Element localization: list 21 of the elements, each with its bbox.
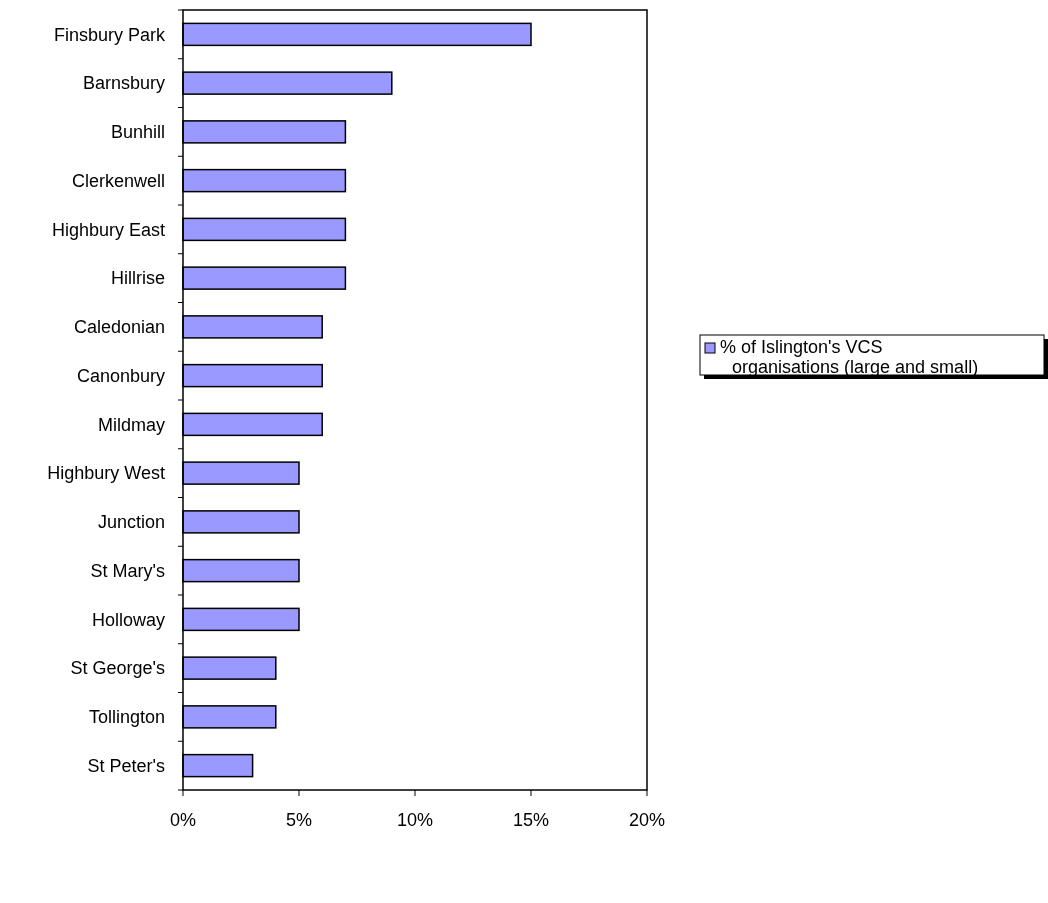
y-tick-label: Tollington — [88, 707, 165, 728]
y-tick-label: Barnsbury — [82, 73, 165, 94]
x-tick-label: 0% — [169, 810, 197, 830]
y-tick-label: Caledonian — [73, 317, 165, 338]
y-tick-label: Highbury West — [47, 463, 165, 484]
x-tick-label: 10% — [396, 810, 434, 830]
y-tick-label: Mildmay — [97, 414, 165, 435]
x-tick-label: 5% — [285, 810, 313, 830]
y-tick-label: Highbury East — [51, 219, 165, 240]
y-tick-label: Bunhill — [110, 122, 165, 143]
y-tick-label: Junction — [97, 512, 165, 533]
y-tick-label: St Mary's — [90, 560, 165, 581]
x-tick-label: 20% — [628, 810, 666, 830]
y-tick-label: Holloway — [91, 609, 165, 630]
y-tick-label: Hillrise — [111, 268, 165, 289]
y-tick-label: Clerkenwell — [71, 170, 165, 191]
y-tick-label: Canonbury — [76, 365, 165, 386]
y-tick-label: St George's — [70, 658, 165, 679]
x-tick-label: 15% — [512, 810, 550, 830]
y-tick-label: Finsbury Park — [53, 24, 166, 45]
y-tick-label: St Peter's — [87, 755, 165, 776]
